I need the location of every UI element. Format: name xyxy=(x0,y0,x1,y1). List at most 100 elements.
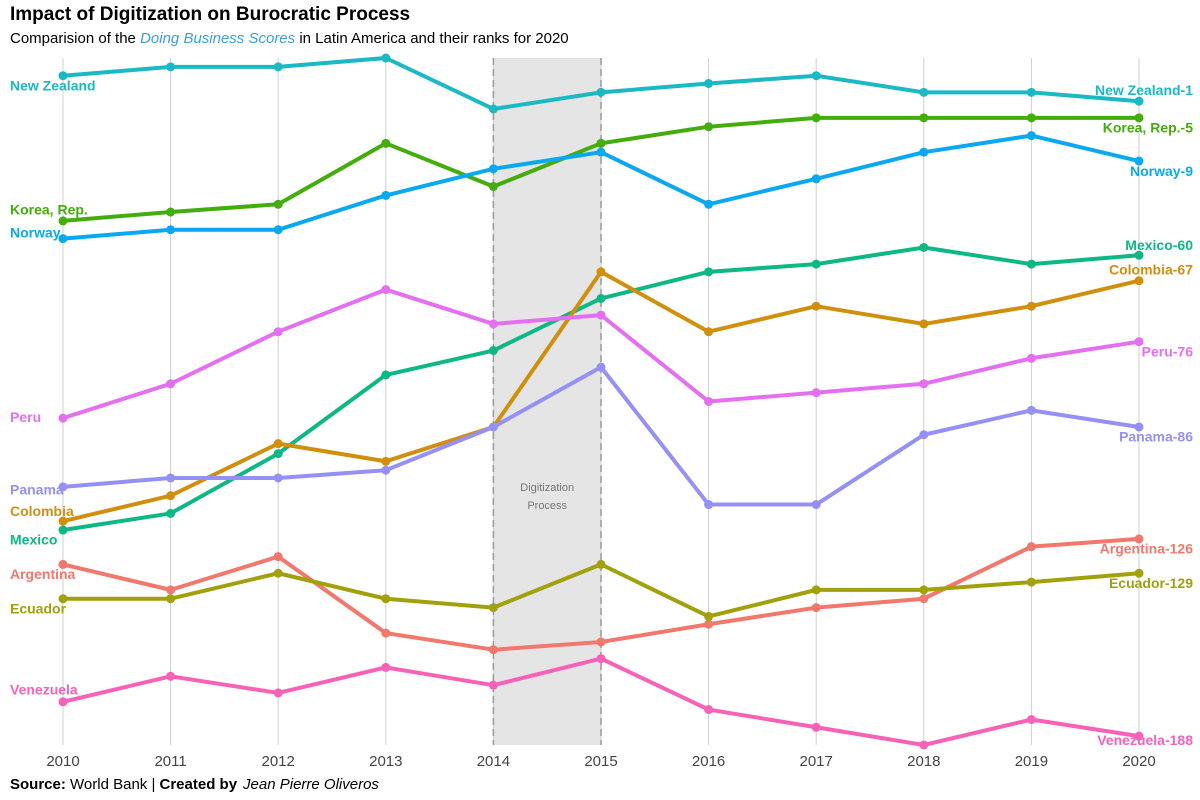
caption: Source: World Bank | Created by Jean Pier… xyxy=(10,776,379,793)
point xyxy=(381,628,391,638)
x-tick-label: 2018 xyxy=(907,753,940,770)
point xyxy=(381,594,391,604)
x-tick-label: 2019 xyxy=(1015,753,1048,770)
point xyxy=(273,568,283,578)
point xyxy=(1134,568,1144,578)
point xyxy=(1026,353,1036,363)
point xyxy=(488,164,498,174)
caption-part: Created by xyxy=(160,776,238,793)
point xyxy=(1134,276,1144,286)
caption-part: World Bank | xyxy=(66,776,160,793)
series-start-label: Korea, Rep. xyxy=(10,202,88,218)
point xyxy=(811,301,821,311)
point xyxy=(596,267,606,277)
point xyxy=(596,310,606,320)
point xyxy=(704,705,714,715)
point xyxy=(1134,731,1144,741)
subtitle-highlight: Doing Business Scores xyxy=(140,30,296,47)
x-tick-label: 2016 xyxy=(692,753,725,770)
series-end-label: Norway-9 xyxy=(1130,163,1193,179)
point xyxy=(381,662,391,672)
point xyxy=(381,53,391,63)
point xyxy=(273,552,283,562)
point xyxy=(166,671,176,681)
point xyxy=(1026,405,1036,415)
series-end-label: Korea, Rep.-5 xyxy=(1103,120,1193,136)
point xyxy=(704,611,714,621)
series-end-label: New Zealand-1 xyxy=(1095,82,1193,98)
point xyxy=(596,559,606,569)
point xyxy=(1134,250,1144,260)
point xyxy=(919,740,929,750)
point xyxy=(166,585,176,595)
point xyxy=(273,688,283,698)
point xyxy=(811,585,821,595)
point xyxy=(488,182,498,192)
point xyxy=(381,370,391,380)
point xyxy=(381,138,391,148)
point xyxy=(1134,156,1144,166)
point xyxy=(166,62,176,72)
x-tick-label: 2015 xyxy=(584,753,617,770)
series-end-label: Ecuador-129 xyxy=(1109,575,1193,591)
point xyxy=(381,190,391,200)
point xyxy=(58,559,68,569)
point xyxy=(811,113,821,123)
series-start-label: Peru xyxy=(10,409,41,425)
series-start-label: Venezuela xyxy=(10,681,78,697)
point xyxy=(488,104,498,114)
x-tick-label: 2012 xyxy=(262,753,295,770)
point xyxy=(488,680,498,690)
chart-subtitle: Comparision of the Doing Business Scores… xyxy=(10,30,569,47)
point xyxy=(58,216,68,226)
point xyxy=(1026,131,1036,141)
point xyxy=(919,87,929,97)
point xyxy=(1134,422,1144,432)
point xyxy=(1026,542,1036,552)
plot xyxy=(58,53,1144,750)
point xyxy=(273,225,283,235)
point xyxy=(1026,577,1036,587)
point xyxy=(704,267,714,277)
point xyxy=(919,430,929,440)
point xyxy=(1134,534,1144,544)
point xyxy=(704,199,714,209)
point xyxy=(1134,113,1144,123)
point xyxy=(273,327,283,337)
point xyxy=(919,319,929,329)
point xyxy=(273,449,283,459)
point xyxy=(1134,337,1144,347)
point xyxy=(166,207,176,217)
point xyxy=(919,242,929,252)
series-end-label: Colombia-67 xyxy=(1109,261,1193,277)
point xyxy=(273,62,283,72)
point xyxy=(58,525,68,535)
point xyxy=(58,71,68,81)
point xyxy=(811,174,821,184)
point xyxy=(596,87,606,97)
subtitle-part: in Latin America and their ranks for 202… xyxy=(295,30,569,47)
series-start-label: Ecuador xyxy=(10,600,67,616)
point xyxy=(58,482,68,492)
x-tick-label: 2017 xyxy=(800,753,833,770)
series-end-label: Venezuela-188 xyxy=(1097,732,1193,748)
point xyxy=(811,603,821,613)
point xyxy=(704,122,714,132)
point xyxy=(596,362,606,372)
point xyxy=(166,473,176,483)
point xyxy=(919,594,929,604)
point xyxy=(596,147,606,157)
highlight-label: Digitization xyxy=(520,482,574,494)
point xyxy=(704,78,714,88)
point xyxy=(381,465,391,475)
point xyxy=(58,413,68,423)
series-start-label: Mexico xyxy=(10,532,57,548)
point xyxy=(811,259,821,269)
point xyxy=(166,379,176,389)
point xyxy=(58,234,68,244)
point xyxy=(58,594,68,604)
point xyxy=(166,491,176,501)
chart-title: Impact of Digitization on Burocratic Pro… xyxy=(10,4,410,25)
x-tick-label: 2013 xyxy=(369,753,402,770)
